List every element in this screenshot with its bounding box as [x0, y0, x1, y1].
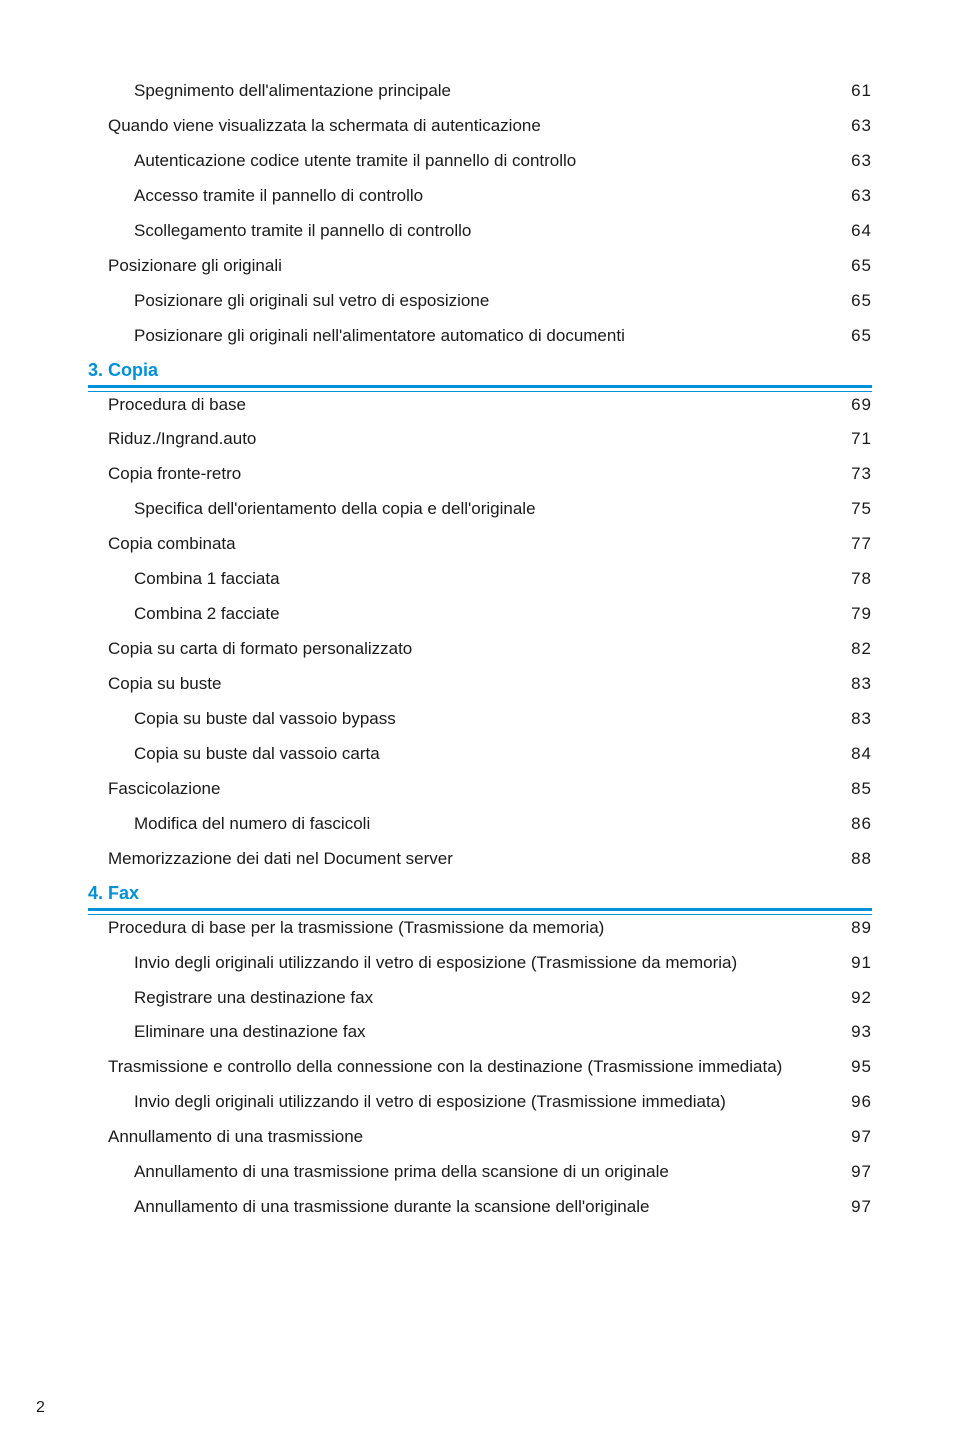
toc-entry: Copia su buste dal vassoio bypass 83	[88, 708, 872, 731]
toc-entry: Copia combinata 77	[88, 533, 872, 556]
toc-entry-page: 96	[851, 1091, 872, 1114]
toc-entry: Modifica del numero di fascicoli 86	[88, 813, 872, 836]
toc-entry-label: Combina 2 facciate	[134, 603, 280, 626]
toc-entry: Spegnimento dell'alimentazione principal…	[88, 80, 872, 103]
toc-entry-label: Copia combinata	[108, 533, 236, 556]
toc-entry-label: Spegnimento dell'alimentazione principal…	[134, 80, 451, 103]
toc-entry: Autenticazione codice utente tramite il …	[88, 150, 872, 173]
toc-entry: Copia su buste 83	[88, 673, 872, 696]
toc-entry-label: Posizionare gli originali sul vetro di e…	[134, 290, 489, 313]
toc-entry-page: 63	[851, 185, 872, 208]
toc-entry-page: 77	[851, 533, 872, 556]
toc-entry-label: Invio degli originali utilizzando il vet…	[134, 952, 737, 975]
toc-entry-page: 89	[851, 917, 872, 940]
toc-entry: Posizionare gli originali 65	[88, 255, 872, 278]
toc-entry-label: Copia su buste dal vassoio carta	[134, 743, 380, 766]
toc-entry-page: 71	[851, 428, 872, 451]
toc-entry: Scollegamento tramite il pannello di con…	[88, 220, 872, 243]
toc-entry-label: Fascicolazione	[108, 778, 220, 801]
toc-entry-page: 83	[851, 673, 872, 696]
toc-entry: Annullamento di una trasmissione prima d…	[88, 1161, 872, 1184]
toc-entry-page: 92	[851, 987, 872, 1010]
toc-entry: Riduz./Ingrand.auto 71	[88, 428, 872, 451]
toc-entry-page: 65	[851, 290, 872, 313]
toc-entry-page: 84	[851, 743, 872, 766]
toc-entry-label: Copia su buste	[108, 673, 221, 696]
toc-entry-label: Eliminare una destinazione fax	[134, 1021, 366, 1044]
toc-entry-label: Annullamento di una trasmissione prima d…	[134, 1161, 669, 1184]
toc-entry: Accesso tramite il pannello di controllo…	[88, 185, 872, 208]
toc-entry-page: 63	[851, 115, 872, 138]
toc-entry-page: 65	[851, 325, 872, 348]
toc-entry-label: Procedura di base	[108, 394, 246, 417]
page-number: 2	[36, 1399, 45, 1417]
toc-entry-page: 93	[851, 1021, 872, 1044]
table-of-contents: Spegnimento dell'alimentazione principal…	[88, 80, 872, 1219]
toc-entry-label: Posizionare gli originali	[108, 255, 282, 278]
toc-entry: Copia fronte-retro 73	[88, 463, 872, 486]
toc-entry-page: 79	[851, 603, 872, 626]
toc-entry-page: 95	[851, 1056, 872, 1079]
toc-entry-label: Procedura di base per la trasmissione (T…	[108, 917, 604, 940]
toc-entry: Posizionare gli originali nell'alimentat…	[88, 325, 872, 348]
toc-entry-page: 65	[851, 255, 872, 278]
toc-entry: Procedura di base 69	[88, 394, 872, 417]
toc-entry: Invio degli originali utilizzando il vet…	[88, 1091, 872, 1114]
toc-entry: Procedura di base per la trasmissione (T…	[88, 917, 872, 940]
toc-entry: Registrare una destinazione fax 92	[88, 987, 872, 1010]
toc-entry-page: 85	[851, 778, 872, 801]
toc-section-heading: 4. Fax	[88, 883, 872, 911]
toc-entry-label: Modifica del numero di fascicoli	[134, 813, 370, 836]
toc-entry-page: 75	[851, 498, 872, 521]
toc-entry-label: Combina 1 facciata	[134, 568, 280, 591]
toc-entry-label: Trasmissione e controllo della connessio…	[108, 1056, 782, 1079]
toc-entry-label: Invio degli originali utilizzando il vet…	[134, 1091, 726, 1114]
toc-entry-label: Memorizzazione dei dati nel Document ser…	[108, 848, 453, 871]
toc-entry-label: Copia fronte-retro	[108, 463, 241, 486]
toc-entry-label: Registrare una destinazione fax	[134, 987, 373, 1010]
toc-entry-label: Copia su carta di formato personalizzato	[108, 638, 412, 661]
toc-entry: Annullamento di una trasmissione durante…	[88, 1196, 872, 1219]
toc-entry-label: Scollegamento tramite il pannello di con…	[134, 220, 471, 243]
toc-entry-page: 97	[851, 1126, 872, 1149]
toc-entry: Quando viene visualizzata la schermata d…	[88, 115, 872, 138]
toc-entry: Invio degli originali utilizzando il vet…	[88, 952, 872, 975]
toc-entry-page: 86	[851, 813, 872, 836]
toc-entry-label: Accesso tramite il pannello di controllo	[134, 185, 423, 208]
toc-entry: Copia su buste dal vassoio carta 84	[88, 743, 872, 766]
toc-entry-label: Autenticazione codice utente tramite il …	[134, 150, 576, 173]
toc-entry: Combina 1 facciata 78	[88, 568, 872, 591]
toc-entry: Annullamento di una trasmissione 97	[88, 1126, 872, 1149]
toc-entry-label: Riduz./Ingrand.auto	[108, 428, 256, 451]
toc-section-heading: 3. Copia	[88, 360, 872, 388]
toc-entry-page: 61	[851, 80, 872, 103]
toc-entry-page: 91	[851, 952, 872, 975]
toc-entry-page: 88	[851, 848, 872, 871]
toc-entry: Posizionare gli originali sul vetro di e…	[88, 290, 872, 313]
toc-entry: Combina 2 facciate 79	[88, 603, 872, 626]
toc-entry-page: 64	[851, 220, 872, 243]
toc-entry-page: 83	[851, 708, 872, 731]
toc-entry-page: 69	[851, 394, 872, 417]
toc-entry: Copia su carta di formato personalizzato…	[88, 638, 872, 661]
page: Spegnimento dell'alimentazione principal…	[0, 0, 960, 1455]
toc-entry-label: Posizionare gli originali nell'alimentat…	[134, 325, 625, 348]
toc-entry-label: Specifica dell'orientamento della copia …	[134, 498, 536, 521]
toc-entry: Specifica dell'orientamento della copia …	[88, 498, 872, 521]
toc-entry-label: Annullamento di una trasmissione durante…	[134, 1196, 649, 1219]
toc-entry-page: 97	[851, 1161, 872, 1184]
toc-entry-label: Copia su buste dal vassoio bypass	[134, 708, 396, 731]
toc-entry-label: Quando viene visualizzata la schermata d…	[108, 115, 541, 138]
toc-entry-page: 73	[851, 463, 872, 486]
toc-entry-page: 78	[851, 568, 872, 591]
toc-entry-page: 63	[851, 150, 872, 173]
toc-entry-page: 82	[851, 638, 872, 661]
toc-entry: Memorizzazione dei dati nel Document ser…	[88, 848, 872, 871]
toc-entry: Eliminare una destinazione fax 93	[88, 1021, 872, 1044]
toc-entry-label: Annullamento di una trasmissione	[108, 1126, 363, 1149]
toc-entry-page: 97	[851, 1196, 872, 1219]
toc-entry: Fascicolazione 85	[88, 778, 872, 801]
toc-entry: Trasmissione e controllo della connessio…	[88, 1056, 872, 1079]
